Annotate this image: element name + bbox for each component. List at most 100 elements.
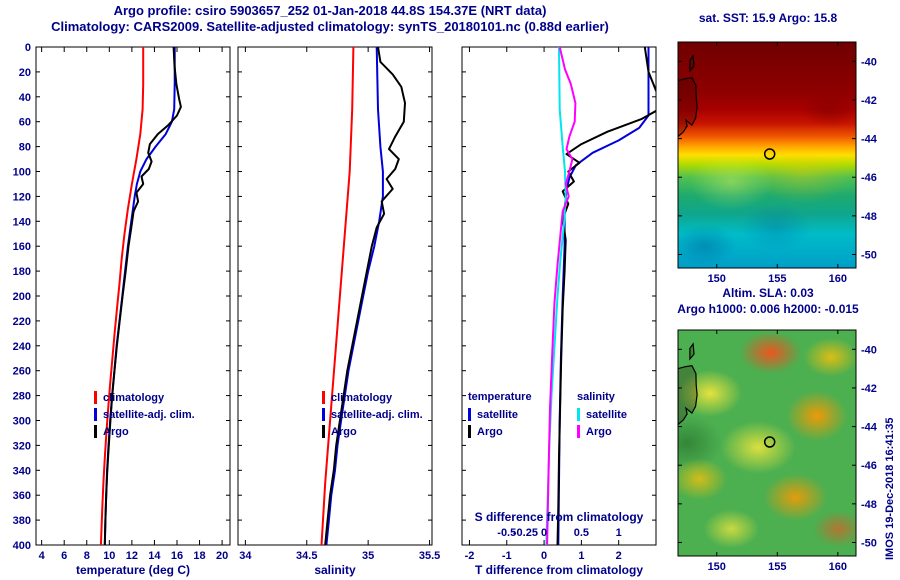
svg-text:-46: -46 <box>861 460 877 472</box>
svg-text:34: 34 <box>239 550 252 562</box>
t-satellite-line-icon <box>468 408 471 421</box>
svg-text:-50: -50 <box>861 537 877 549</box>
svg-text:-2: -2 <box>465 550 475 562</box>
sla-map-title: Altim. SLA: 0.03 <box>722 286 814 300</box>
svg-text:260: 260 <box>13 366 31 378</box>
svg-text:10: 10 <box>103 550 115 562</box>
svg-text:35: 35 <box>362 550 374 562</box>
svg-text:14: 14 <box>148 550 161 562</box>
climatology-line-icon <box>94 391 97 404</box>
svg-text:100: 100 <box>13 167 31 179</box>
legend-label: climatology <box>103 391 165 404</box>
figure-header: Argo profile: csiro 5903657_252 01-Jan-2… <box>0 3 660 35</box>
svg-text:-0.5: -0.5 <box>497 527 516 539</box>
svg-text:180: 180 <box>13 266 31 278</box>
svg-text:1: 1 <box>578 550 584 562</box>
svg-text:-50: -50 <box>861 249 877 261</box>
svg-text:220: 220 <box>13 316 31 328</box>
legend-label: Argo <box>477 425 503 438</box>
svg-text:340: 340 <box>13 465 31 477</box>
svg-text:20: 20 <box>216 550 228 562</box>
legend-label: satellite <box>586 408 627 421</box>
svg-text:150: 150 <box>708 561 726 573</box>
svg-text:34.5: 34.5 <box>296 550 317 562</box>
svg-text:8: 8 <box>84 550 90 562</box>
legend-item-s-argo: Argo <box>577 423 627 440</box>
sla-map-subtitle: Argo h1000: 0.006 h2000: -0.015 <box>677 302 859 316</box>
svg-text:140: 140 <box>13 216 31 228</box>
watermark-text: IMOS 19-Dec-2018 16:41:35 <box>884 417 896 560</box>
satellite-clim-line-icon <box>322 408 325 421</box>
svg-text:155: 155 <box>768 561 786 573</box>
svg-text:1: 1 <box>616 527 622 539</box>
legend-item-t-argo: Argo <box>468 423 532 440</box>
svg-text:80: 80 <box>19 142 31 154</box>
svg-text:-42: -42 <box>861 95 877 107</box>
legend-label: Argo <box>103 425 129 438</box>
svg-text:2: 2 <box>616 550 622 562</box>
svg-text:20: 20 <box>19 67 31 79</box>
svg-text:0: 0 <box>25 42 31 54</box>
satellite-clim-line-icon <box>94 408 97 421</box>
svg-text:40: 40 <box>19 92 31 104</box>
svg-text:16: 16 <box>171 550 183 562</box>
svg-text:380: 380 <box>13 515 31 527</box>
svg-text:4: 4 <box>39 550 46 562</box>
svg-text:temperature (deg C): temperature (deg C) <box>76 563 190 577</box>
svg-text:160: 160 <box>13 241 31 253</box>
sst-map-title: sat. SST: 15.9 Argo: 15.8 <box>698 11 838 25</box>
svg-text:-44: -44 <box>861 422 878 434</box>
svg-text:12: 12 <box>126 550 138 562</box>
legend-item-t-satellite: satellite <box>468 406 532 423</box>
legend-label: satellite-adj. clim. <box>103 408 195 421</box>
sst-map-image <box>678 42 856 268</box>
legend-item-argo: Argo <box>94 423 195 440</box>
legend-temperature-panel: climatology satellite-adj. clim. Argo <box>94 389 195 440</box>
svg-text:-42: -42 <box>861 383 877 395</box>
legend-item-satellite-clim: satellite-adj. clim. <box>322 406 423 423</box>
legend-group-title: salinity <box>577 391 615 403</box>
svg-text:-0.25: -0.25 <box>513 527 538 539</box>
legend-label: satellite <box>477 408 518 421</box>
legend-label: Argo <box>331 425 357 438</box>
legend-item-s-satellite: satellite <box>577 406 627 423</box>
legend-item-climatology: climatology <box>322 389 423 406</box>
svg-text:360: 360 <box>13 490 31 502</box>
sla-map-image <box>678 330 856 556</box>
svg-text:S difference from climatology: S difference from climatology <box>475 510 644 524</box>
svg-text:0.5: 0.5 <box>574 527 589 539</box>
figure-title: Argo profile: csiro 5903657_252 01-Jan-2… <box>113 3 547 18</box>
svg-text:-48: -48 <box>861 499 877 511</box>
svg-text:-48: -48 <box>861 211 877 223</box>
svg-text:-40: -40 <box>861 56 877 68</box>
legend-group-title: temperature <box>468 391 532 403</box>
s-argo-line-icon <box>577 425 580 438</box>
s-satellite-line-icon <box>577 408 580 421</box>
climatology-line-icon <box>322 391 325 404</box>
svg-text:400: 400 <box>13 540 31 552</box>
legend-item-climatology: climatology <box>94 389 195 406</box>
svg-text:-1: -1 <box>502 550 512 562</box>
svg-text:150: 150 <box>708 273 726 285</box>
svg-text:18: 18 <box>193 550 205 562</box>
figure-subtitle: Climatology: CARS2009. Satellite-adjuste… <box>51 19 609 34</box>
svg-text:240: 240 <box>13 341 31 353</box>
svg-text:-40: -40 <box>861 344 877 356</box>
svg-text:120: 120 <box>13 191 31 203</box>
svg-text:salinity: salinity <box>314 563 356 577</box>
legend-item-argo: Argo <box>322 423 423 440</box>
legend-label: satellite-adj. clim. <box>331 408 423 421</box>
svg-text:6: 6 <box>61 550 67 562</box>
svg-text:320: 320 <box>13 440 31 452</box>
legend-s-difference: salinity satellite Argo <box>577 389 627 440</box>
legend-salinity-panel: climatology satellite-adj. clim. Argo <box>322 389 423 440</box>
argo-line-icon <box>322 425 325 438</box>
legend-item-satellite-clim: satellite-adj. clim. <box>94 406 195 423</box>
svg-text:160: 160 <box>829 561 847 573</box>
svg-text:T difference from climatology: T difference from climatology <box>475 563 643 577</box>
svg-text:35.5: 35.5 <box>419 550 440 562</box>
svg-text:160: 160 <box>829 273 847 285</box>
svg-text:155: 155 <box>768 273 786 285</box>
